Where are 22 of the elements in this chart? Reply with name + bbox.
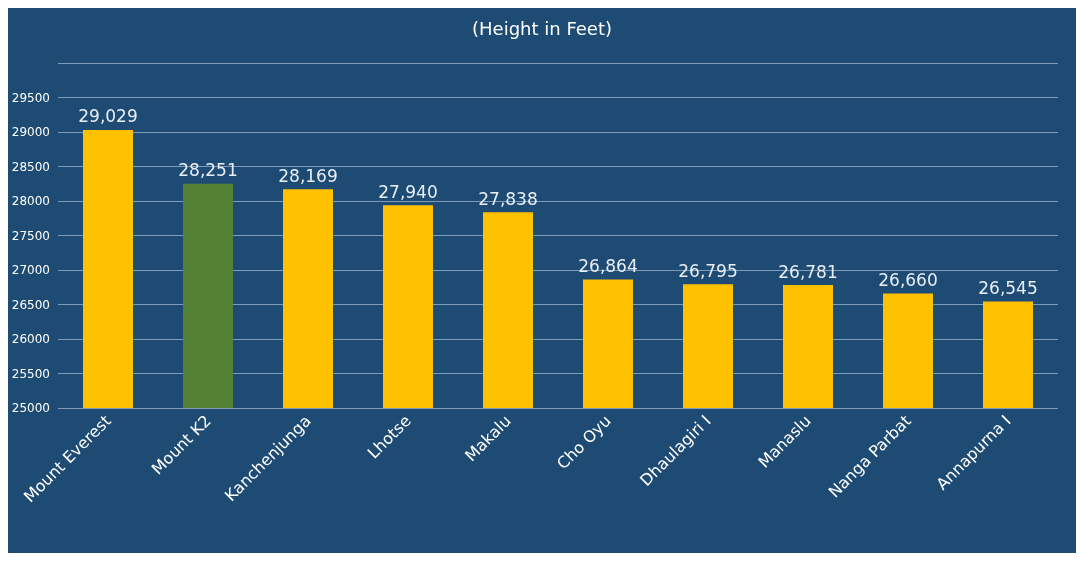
y-tick-label: 29000: [11, 125, 50, 139]
data-label: 27,838: [478, 188, 538, 209]
data-label: 26,660: [878, 269, 938, 290]
data-label: 29,029: [78, 106, 138, 127]
data-label: 26,864: [578, 255, 638, 276]
y-tick-label: 27000: [11, 263, 50, 277]
data-label: 28,169: [278, 165, 338, 186]
chart-title: (Height in Feet): [472, 17, 612, 39]
data-label: 26,545: [978, 277, 1038, 298]
data-label: 26,781: [778, 261, 838, 282]
y-tick-label: 28000: [11, 194, 50, 208]
x-tick-label: Cho Oyu: [552, 411, 615, 474]
y-tick-label: 29500: [11, 90, 50, 105]
y-tick-label: 25500: [11, 366, 50, 381]
y-tick-label: 28500: [11, 159, 50, 174]
y-tick-label: 26000: [11, 332, 50, 346]
data-label: 27,940: [378, 181, 438, 202]
data-label: 26,795: [678, 260, 738, 281]
data-label: 28,251: [178, 160, 238, 181]
y-tick-label: 27500: [11, 228, 50, 243]
y-tick-label: 26500: [11, 297, 50, 312]
y-tick-label: 25000: [11, 401, 50, 415]
